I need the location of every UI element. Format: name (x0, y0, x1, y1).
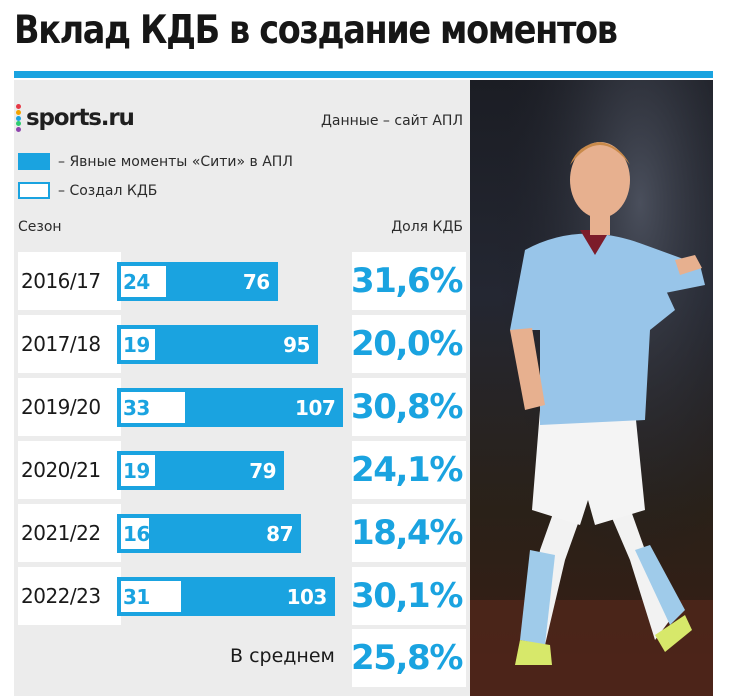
value-label-kdb: 16 (123, 521, 150, 546)
season-label: 2016/17 (18, 252, 121, 310)
season-label: 2017/18 (18, 315, 121, 373)
logo-dots-icon (16, 104, 22, 132)
average-value: 25,8% (351, 629, 466, 687)
season-label: 2022/23 (18, 567, 121, 625)
bar-kdb-chances (119, 516, 151, 551)
logo-dot (16, 115, 21, 121)
data-source-note: Данные – сайт АПЛ (320, 113, 463, 129)
average-label: В среднем (230, 645, 335, 667)
bar-kdb-chances (119, 264, 168, 299)
chart-row: 2016/17 24 76 31,6% (14, 252, 470, 310)
column-header-share: Доля КДБ (391, 219, 463, 235)
share-label: 20,0% (351, 315, 466, 373)
chart-row: 2021/22 16 87 18,4% (14, 504, 470, 562)
bar-kdb-chances (119, 390, 187, 425)
bar-area: 24 76 (117, 252, 347, 310)
value-label-total: 95 (283, 332, 310, 357)
bar-kdb-chances (119, 453, 158, 488)
bar-area: 19 95 (117, 315, 347, 373)
chart-row: 2017/18 19 95 20,0% (14, 315, 470, 373)
value-label-kdb: 24 (123, 269, 150, 294)
value-label-total: 107 (295, 395, 336, 420)
value-label-kdb: 31 (123, 584, 150, 609)
value-label-kdb: 19 (123, 332, 150, 357)
share-label: 30,1% (351, 567, 466, 625)
legend-swatch-hollow (18, 182, 50, 199)
bar-area: 19 79 (117, 441, 347, 499)
season-label: 2019/20 (18, 378, 121, 436)
value-label-total: 87 (266, 521, 293, 546)
logo-dot (16, 104, 21, 109)
legend-label-kdb: – Создал КДБ (58, 182, 158, 199)
legend-label-total: – Явные моменты «Сити» в АПЛ (58, 153, 293, 170)
sports-ru-logo: sports.ru (16, 103, 135, 133)
legend-item-kdb: – Создал КДБ (18, 182, 157, 199)
bar-area: 33 107 (117, 378, 347, 436)
bar-kdb-chances (119, 579, 183, 614)
season-label: 2020/21 (18, 441, 121, 499)
season-label: 2021/22 (18, 504, 121, 562)
value-label-total: 79 (249, 458, 277, 483)
column-header-season: Сезон (18, 219, 62, 235)
legend-item-total: – Явные моменты «Сити» в АПЛ (18, 153, 293, 170)
share-label: 24,1% (351, 441, 466, 499)
logo-text: sports.ru (26, 105, 135, 131)
bar-area: 16 87 (117, 504, 347, 562)
value-label-kdb: 33 (123, 395, 150, 420)
share-label: 31,6% (351, 252, 466, 310)
logo-dot (16, 109, 21, 115)
value-label-kdb: 19 (123, 458, 150, 483)
chart-row: 2022/23 31 103 30,1% (14, 567, 470, 625)
legend-swatch-filled (18, 153, 50, 170)
chart-row: 2020/21 19 79 24,1% (14, 441, 470, 499)
bar-area: 31 103 (117, 567, 347, 625)
value-label-total: 103 (286, 584, 328, 609)
player-illustration (470, 80, 713, 696)
bar-kdb-chances (119, 327, 158, 362)
share-label: 18,4% (351, 504, 466, 562)
player-photo (470, 80, 713, 696)
logo-dot (16, 127, 21, 132)
title-underline (14, 71, 713, 78)
chart-title: Вклад КДБ в создание моментов (14, 8, 618, 53)
logo-dot (16, 121, 21, 127)
value-label-total: 76 (242, 269, 270, 294)
chart-row: 2019/20 33 107 30,8% (14, 378, 470, 436)
share-label: 30,8% (351, 378, 466, 436)
